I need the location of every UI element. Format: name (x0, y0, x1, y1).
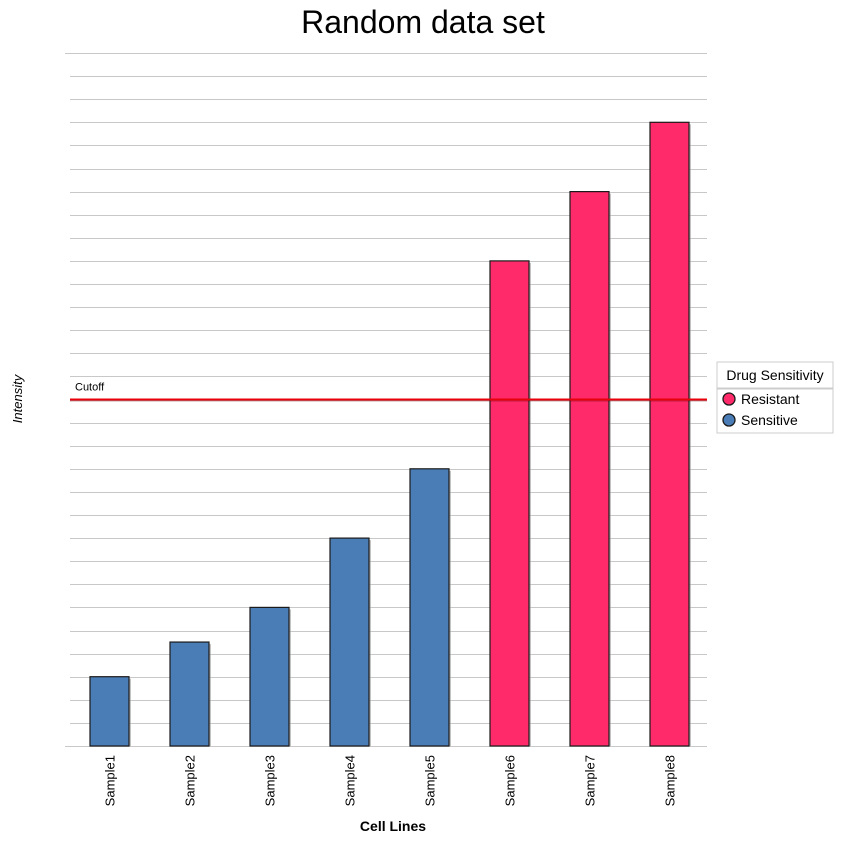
cutoff-label: Cutoff (75, 382, 105, 394)
legend-entries: Resistant Sensitive (722, 391, 799, 428)
bar-sample4 (329, 537, 370, 747)
bar-sample7 (569, 191, 610, 747)
x-tick-label: Sample7 (583, 755, 598, 806)
legend: Drug Sensitivity Resistant Sensitive (716, 361, 834, 434)
x-tick-label: Sample2 (183, 755, 198, 806)
bar-sample1 (89, 676, 130, 747)
legend-label-resistant: Resistant (741, 391, 799, 407)
x-tick-labels: Sample1 Sample2 Sample3 Sample4 Sample5 Sampl… (103, 755, 678, 806)
legend-title: Drug Sensitivity (726, 367, 823, 383)
cutoff-line-group: Cutoff (70, 382, 707, 402)
legend-title-box (716, 361, 834, 389)
legend-label-sensitive: Sensitive (741, 412, 798, 428)
legend-swatch-sensitive (722, 413, 736, 427)
bar-sample2 (169, 641, 210, 747)
bar-sample5 (409, 468, 450, 747)
x-tick-label: Sample3 (263, 755, 278, 806)
legend-swatch-resistant (722, 392, 736, 406)
legend-entries-box (716, 388, 834, 434)
x-tick-label: Sample8 (663, 755, 678, 806)
x-tick-label: Sample4 (343, 755, 358, 806)
bar-sample8 (649, 121, 690, 747)
bar-sample6 (489, 260, 530, 747)
x-tick-label: Sample1 (103, 755, 118, 806)
x-tick-label: Sample6 (503, 755, 518, 806)
x-axis-label: Cell Lines (360, 818, 426, 834)
bar-sample3 (249, 606, 290, 747)
x-tick-label: Sample5 (423, 755, 438, 806)
bars (89, 121, 691, 747)
y-axis-label: Intensity (10, 373, 25, 423)
chart-title: Random data set (301, 4, 545, 40)
